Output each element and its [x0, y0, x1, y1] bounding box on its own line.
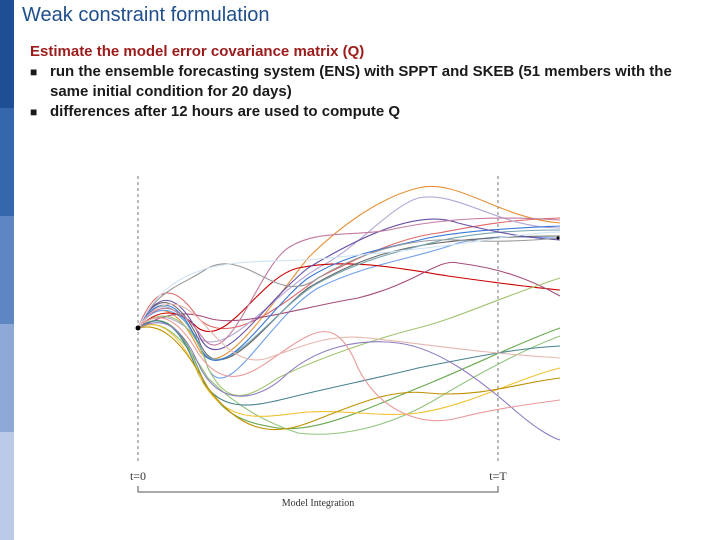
end-time-label: t=T	[489, 469, 507, 483]
trajectory-line	[137, 320, 561, 430]
bullet-marker-icon: ■	[30, 105, 38, 119]
trajectory-line	[137, 326, 561, 431]
bullet-item-2: ■ differences after 12 hours are used to…	[30, 102, 710, 122]
side-bar-strip-4	[0, 324, 14, 432]
side-bar-strip-1	[0, 0, 14, 108]
slide-title: Weak constraint formulation	[22, 4, 270, 26]
trajectory-line	[137, 225, 561, 361]
section-heading: Estimate the model error covariance matr…	[30, 43, 365, 60]
start-time-label: t=0	[130, 469, 146, 483]
trajectory-line	[137, 229, 561, 360]
side-bar-strip-3	[0, 216, 14, 324]
trajectory-line	[137, 218, 561, 350]
slide-content: Estimate the model error covariance matr…	[30, 42, 710, 122]
bullet-marker-icon: ■	[30, 65, 38, 79]
trajectory-line	[137, 231, 561, 329]
bullet-text-1: run the ensemble forecasting system (ENS…	[50, 63, 672, 100]
axis-caption: Model Integration	[282, 498, 354, 509]
trajectory-line	[137, 324, 561, 417]
trajectory-line	[137, 277, 561, 396]
trajectory-line	[137, 322, 561, 441]
ensemble-trajectories-diagram: t=0 t=T Model Integration	[130, 176, 561, 509]
trajectory-line	[137, 235, 561, 361]
ensemble-member-lines	[137, 185, 561, 441]
initial-condition-point	[135, 325, 141, 331]
trajectory-line	[137, 317, 561, 422]
integration-bracket	[137, 486, 499, 493]
trajectory-line	[137, 263, 561, 332]
bullet-text-2: differences after 12 hours are used to c…	[50, 103, 401, 120]
side-bar-strip-5	[0, 432, 14, 540]
bullet-item-1: ■ run the ensemble forecasting system (E…	[30, 62, 710, 102]
trajectory-line	[137, 237, 561, 329]
trajectory-line	[137, 217, 561, 346]
side-bar-strip-2	[0, 108, 14, 216]
trajectory-line	[137, 320, 561, 406]
trajectory-line	[137, 303, 561, 361]
end-point-marker	[556, 236, 560, 240]
trajectory-line	[137, 217, 561, 330]
